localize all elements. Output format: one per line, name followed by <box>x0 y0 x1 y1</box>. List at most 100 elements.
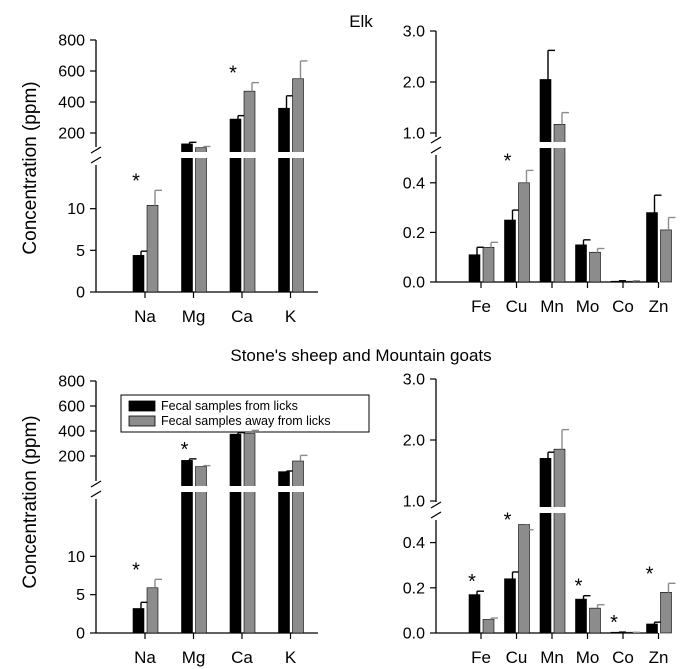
y-tick-label: 200 <box>58 126 85 143</box>
category-label-cu: Cu <box>506 297 528 316</box>
bar-fe-series-2 <box>482 246 495 283</box>
y-tick-label: 5 <box>76 587 85 604</box>
axis-break-mark <box>430 136 442 154</box>
sheep-goat-title: Stone's sheep and Mountain goats <box>230 346 491 365</box>
bar-mg-series-1 <box>181 143 193 293</box>
bar-mg-series-2 <box>195 147 207 293</box>
y-tick-label: 5 <box>76 243 85 260</box>
y-tick-label: 800 <box>58 33 85 50</box>
significance-star-mg: * <box>181 439 189 461</box>
bar-cu-series-2 <box>518 524 530 634</box>
y-tick-label: 1.0 <box>403 494 425 511</box>
plots: 0 5 10 200 400 600 800 Na * Mg Ca * K 0.0 0.2 0.4 1.0 2.0… <box>58 24 676 667</box>
bar-fe-series-1 <box>468 254 481 283</box>
bar-mn-series-2 <box>553 124 566 283</box>
category-label-fe: Fe <box>471 297 491 316</box>
bar-break-gap <box>229 152 242 158</box>
y-tick-label: 3.0 <box>403 372 425 389</box>
bar-break-gap <box>539 507 552 513</box>
bar-break-gap <box>180 152 194 158</box>
chart-panel-1: 0 5 10 200 400 600 800 Na * Mg Ca * K <box>58 33 318 326</box>
category-label-k: K <box>285 648 297 667</box>
axis-break-mark <box>90 146 102 164</box>
category-label-ca: Ca <box>231 648 253 667</box>
y-tick-label: 0.4 <box>403 535 425 552</box>
significance-star-ca: * <box>229 63 237 85</box>
y-tick-label: 200 <box>58 449 85 466</box>
bar-na-series-1 <box>132 255 145 293</box>
bar-break-gap <box>539 142 552 148</box>
y-tick-label: 0 <box>76 626 85 643</box>
category-label-mn: Mn <box>540 297 564 316</box>
y-tick-label: 10 <box>67 549 85 566</box>
significance-star-cu: * <box>504 510 512 532</box>
category-label-mg: Mg <box>182 307 206 326</box>
chart-panel-3: 0 5 10 200 400 600 800 Na * Mg * Ca K <box>58 374 318 667</box>
bar-break-gap <box>277 486 291 492</box>
bar-ca-series-2 <box>243 433 256 634</box>
bar-co-series-2 <box>624 280 637 283</box>
bar-na-series-2 <box>146 587 159 634</box>
y-tick-label: 2.0 <box>403 433 425 450</box>
bar-break-gap <box>291 486 305 492</box>
bar-cu-series-1 <box>504 219 516 283</box>
y-tick-label: 0.0 <box>403 626 425 643</box>
bar-break-gap <box>194 486 208 492</box>
bar-co-series-1 <box>610 280 623 283</box>
y-tick-label: 600 <box>58 64 85 81</box>
bar-break-gap <box>229 486 242 492</box>
category-label-zn: Zn <box>649 297 669 316</box>
significance-star-zn: * <box>646 563 654 585</box>
bar-mg-series-2 <box>195 466 207 634</box>
y-tick-label: 800 <box>58 374 85 391</box>
y-axis-label-top: Concentration (ppm) <box>20 81 41 254</box>
significance-star-mo: * <box>575 576 583 598</box>
y-tick-label: 0.2 <box>403 225 425 242</box>
category-label-zn: Zn <box>649 648 669 667</box>
category-label-ca: Ca <box>231 307 253 326</box>
category-label-mn: Mn <box>540 648 564 667</box>
bar-cu-series-1 <box>504 578 516 634</box>
bar-mn-series-1 <box>539 79 552 283</box>
bar-cu-series-2 <box>518 182 530 283</box>
elk-title: Elk <box>349 12 373 31</box>
bar-break-gap <box>277 152 291 158</box>
category-label-k: K <box>285 307 297 326</box>
significance-star-fe: * <box>468 571 476 593</box>
bar-zn-series-1 <box>646 623 658 634</box>
axis-break-mark <box>430 501 442 519</box>
legend-swatch-from-licks <box>128 400 156 412</box>
y-axis-label-bottom: Concentration (ppm) <box>20 415 41 588</box>
category-label-co: Co <box>612 648 634 667</box>
bar-zn-series-2 <box>660 229 672 283</box>
significance-star-cu: * <box>504 150 512 172</box>
category-label-mg: Mg <box>182 648 206 667</box>
legend: Fecal samples from licks Fecal samples a… <box>120 394 370 433</box>
bar-fe-series-2 <box>482 619 495 634</box>
bar-ca-series-1 <box>229 118 242 293</box>
bar-mn-series-1 <box>539 457 552 634</box>
y-tick-label: 1.0 <box>403 126 425 143</box>
significance-star-na: * <box>132 170 140 192</box>
bar-na-series-2 <box>146 205 159 293</box>
chart-panel-2: 0.0 0.2 0.4 1.0 2.0 3.0 Fe Cu * Mn Mo Co Zn <box>403 24 676 316</box>
bar-mn-series-2 <box>553 448 566 634</box>
category-label-na: Na <box>134 648 156 667</box>
category-label-na: Na <box>134 307 156 326</box>
bar-break-gap <box>243 486 256 492</box>
bar-break-gap <box>194 152 208 158</box>
bar-mo-series-2 <box>589 251 601 283</box>
chart-panel-4: 0.0 0.2 0.4 1.0 2.0 3.0 Fe * Cu * Mn Mo * Co * Zn * <box>403 372 676 667</box>
bar-zn-series-2 <box>660 592 672 634</box>
significance-star-co: * <box>610 612 618 634</box>
bar-mo-series-2 <box>589 607 601 634</box>
significance-star-na: * <box>132 559 140 581</box>
category-label-fe: Fe <box>471 648 491 667</box>
bar-k-series-1 <box>278 107 290 293</box>
bar-break-gap <box>553 142 566 148</box>
bar-k-series-1 <box>278 471 290 634</box>
bar-zn-series-1 <box>646 212 658 283</box>
y-tick-label: 600 <box>58 399 85 416</box>
bar-mo-series-1 <box>575 598 587 634</box>
